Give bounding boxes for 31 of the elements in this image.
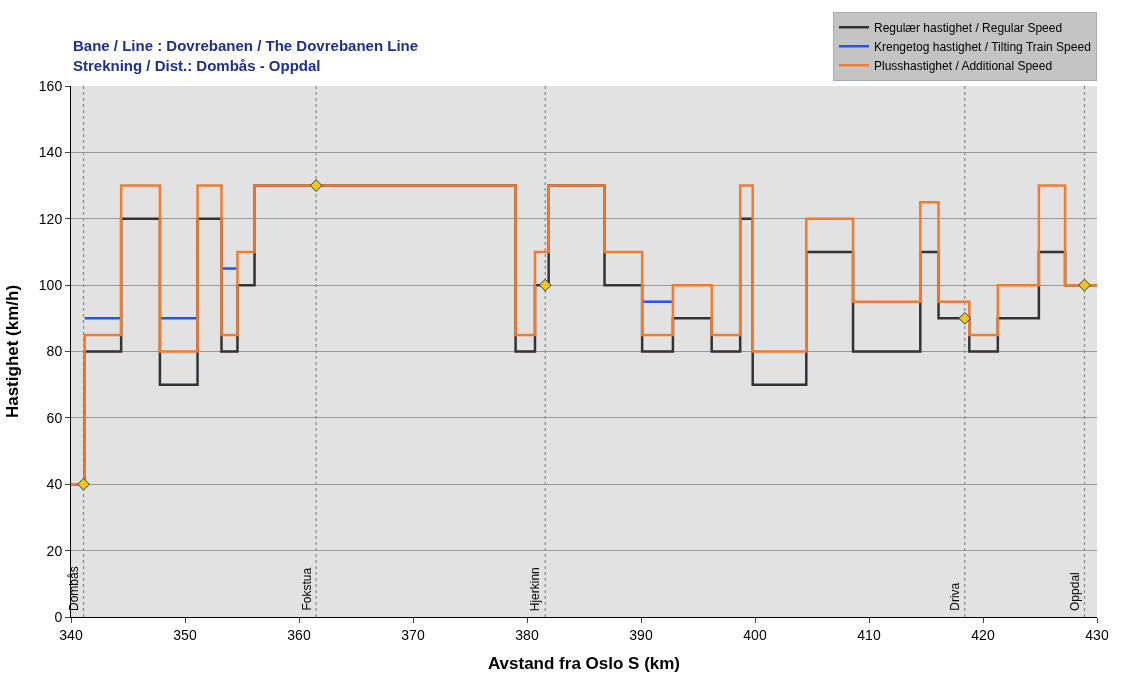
y-tick-label: 40 — [46, 476, 63, 493]
legend-label: Regulær hastighet / Regular Speed — [874, 20, 1063, 35]
y-tick-label: 100 — [38, 277, 63, 294]
ref-line-label: Driva — [947, 582, 962, 611]
legend-label: Krengetog hastighet / Tilting Train Speed — [874, 39, 1091, 54]
chart-subtitle: Strekning / Dist.: Dombås - Oppdal — [73, 56, 321, 74]
y-tick-label: 60 — [46, 409, 63, 426]
y-tick-label: 120 — [38, 210, 63, 227]
ref-line-label: Hjerkinn — [528, 567, 543, 612]
ref-line-label: Fokstua — [299, 567, 314, 611]
x-tick-label: 360 — [287, 626, 311, 643]
chart-title: Bane / Line : Dovrebanen / The Dovrebanen Line — [73, 37, 419, 54]
y-axis-title: Hastighet (km/h) — [3, 284, 23, 419]
x-tick-label: 380 — [515, 626, 539, 643]
y-tick-label: 0 — [54, 608, 63, 625]
x-tick-label: 340 — [59, 626, 83, 643]
ref-line-label: Oppdal — [1067, 572, 1082, 611]
x-tick-label: 370 — [401, 626, 425, 643]
x-tick-label: 350 — [173, 626, 197, 643]
y-tick-label: 20 — [46, 542, 63, 559]
x-tick-label: 390 — [629, 626, 653, 643]
x-tick-label: 400 — [743, 626, 767, 643]
y-tick-label: 160 — [38, 77, 63, 94]
legend-label: Plusshastighet / Additional Speed — [874, 58, 1053, 73]
x-axis-title: Avstand fra Oslo S (km) — [487, 654, 681, 674]
ref-line-label: Dombås — [67, 566, 82, 612]
y-tick-label: 80 — [46, 343, 63, 360]
x-tick-label: 420 — [971, 626, 995, 643]
y-tick-label: 140 — [38, 144, 63, 161]
x-tick-label: 430 — [1085, 626, 1109, 643]
x-tick-label: 410 — [857, 626, 881, 643]
